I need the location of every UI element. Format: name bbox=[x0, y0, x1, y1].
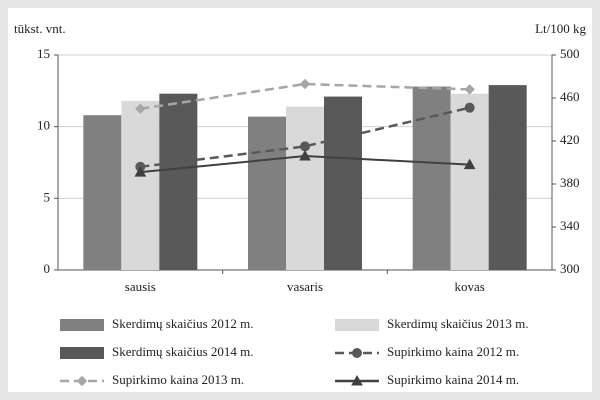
bar bbox=[324, 96, 362, 270]
legend-label: Skerdimų skaičius 2013 m. bbox=[387, 316, 529, 331]
y2-tick-label: 460 bbox=[560, 89, 580, 104]
legend-marker bbox=[352, 348, 362, 358]
y2-tick-label: 340 bbox=[560, 218, 580, 233]
legend-swatch bbox=[60, 319, 104, 331]
legend-label: Supirkimo kaina 2014 m. bbox=[387, 372, 519, 387]
legend-label: Supirkimo kaina 2013 m. bbox=[112, 372, 244, 387]
point bbox=[299, 78, 311, 90]
y-tick-label: 10 bbox=[37, 118, 50, 133]
x-tick-label: sausis bbox=[125, 279, 156, 294]
point bbox=[463, 158, 476, 170]
bar bbox=[83, 115, 122, 270]
bar bbox=[159, 93, 198, 270]
bar bbox=[286, 106, 324, 270]
point bbox=[299, 150, 311, 161]
y2-axis-label: Lt/100 kg bbox=[535, 21, 586, 36]
bar bbox=[450, 93, 489, 270]
legend-label: Skerdimų skaičius 2014 m. bbox=[112, 344, 254, 359]
y-tick-label: 0 bbox=[44, 261, 51, 276]
y-tick-label: 5 bbox=[44, 189, 51, 204]
y2-tick-label: 500 bbox=[560, 46, 580, 61]
point bbox=[135, 103, 146, 114]
legend-marker bbox=[351, 374, 363, 386]
point bbox=[134, 166, 147, 177]
y2-tick-label: 420 bbox=[560, 132, 580, 147]
legend-marker bbox=[76, 375, 88, 387]
legend-label: Skerdimų skaičius 2012 m. bbox=[112, 316, 254, 331]
y-axis-label: tūkst. vnt. bbox=[14, 21, 66, 36]
legend-swatch bbox=[60, 347, 104, 359]
y2-tick-label: 300 bbox=[560, 261, 580, 276]
bar bbox=[248, 116, 286, 270]
bar bbox=[121, 100, 160, 270]
y-tick-label: 15 bbox=[37, 46, 50, 61]
legend-swatch bbox=[335, 319, 379, 331]
point bbox=[300, 141, 310, 152]
point bbox=[464, 102, 475, 113]
point bbox=[464, 84, 475, 95]
bar bbox=[488, 85, 527, 270]
x-tick-label: kovas bbox=[454, 279, 484, 294]
y2-tick-label: 380 bbox=[560, 175, 580, 190]
legend-label: Supirkimo kaina 2012 m. bbox=[387, 344, 519, 359]
x-tick-label: vasaris bbox=[287, 279, 323, 294]
